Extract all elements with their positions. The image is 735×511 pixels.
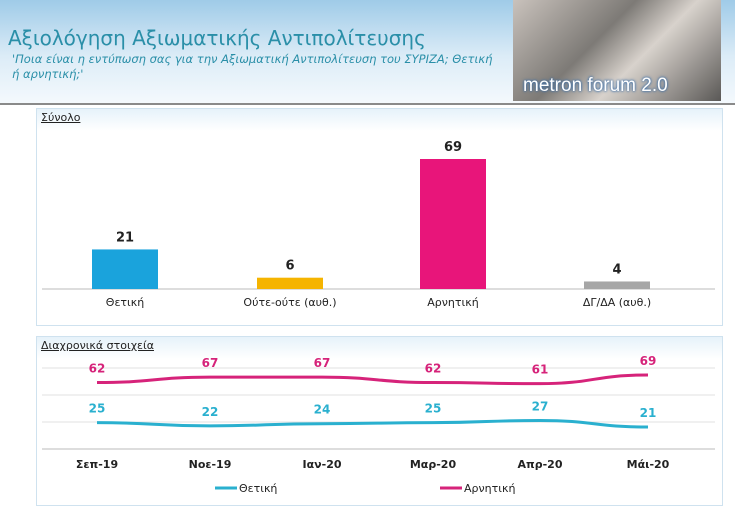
line-data-label: 25: [425, 402, 442, 416]
logo-text: metron forum 2.0: [523, 75, 668, 96]
line-data-label: 24: [314, 403, 331, 417]
line-data-label: 25: [89, 402, 106, 416]
line-data-label: 69: [640, 354, 657, 368]
bar-value-label: 4: [612, 262, 621, 277]
page-title: Αξιολόγηση Αξιωματικής Αντιπολίτευσης: [8, 26, 426, 50]
line-data-label: 22: [202, 405, 219, 419]
bar: [584, 281, 650, 289]
metron-forum-logo: metron forum 2.0: [513, 0, 721, 101]
bar: [92, 249, 158, 289]
x-tick-label: Νοε-19: [189, 458, 232, 471]
bar: [420, 159, 486, 289]
bar: [257, 277, 323, 289]
question-subtitle: 'Ποια είναι η εντύπωση σας για την Αξιωμ…: [12, 52, 493, 81]
bar-category-label: ΔΓ/ΔΑ (αυθ.): [583, 296, 651, 309]
line-data-label: 61: [532, 363, 549, 377]
x-tick-label: Απρ-20: [518, 458, 563, 471]
x-tick-label: Μάι-20: [627, 458, 670, 471]
bar-category-label: Θετική: [106, 296, 144, 309]
bar-value-label: 6: [285, 259, 294, 274]
bar-category-label: Ούτε-ούτε (αυθ.): [243, 296, 336, 309]
bar-value-label: 21: [116, 230, 134, 245]
total-panel-title: Σύνολο: [41, 111, 81, 124]
bar-value-label: 69: [444, 140, 462, 155]
legend-label: Θετική: [239, 482, 277, 495]
line-data-label: 67: [314, 356, 331, 370]
header-divider: [0, 103, 735, 105]
x-tick-label: Σεπ-19: [76, 458, 118, 471]
x-tick-label: Ιαν-20: [302, 458, 341, 471]
series-line-positive: [96, 418, 649, 429]
total-panel: Σύνολο: [36, 108, 723, 326]
line-data-label: 67: [202, 356, 219, 370]
line-data-label: 27: [532, 399, 549, 413]
line-data-label: 62: [89, 362, 106, 376]
series-line-negative: [96, 373, 649, 386]
x-tick-label: Μαρ-20: [410, 458, 457, 471]
line-data-label: 62: [425, 362, 442, 376]
legend-label: Αρνητική: [464, 482, 515, 495]
header: Αξιολόγηση Αξιωματικής Αντιπολίτευσης 'Π…: [0, 0, 735, 103]
timeline-panel-title: Διαχρονικά στοιχεία: [41, 339, 154, 352]
line-data-label: 21: [640, 406, 657, 420]
bar-category-label: Αρνητική: [427, 296, 478, 309]
timeline-panel: Διαχρονικά στοιχεία: [36, 336, 723, 506]
